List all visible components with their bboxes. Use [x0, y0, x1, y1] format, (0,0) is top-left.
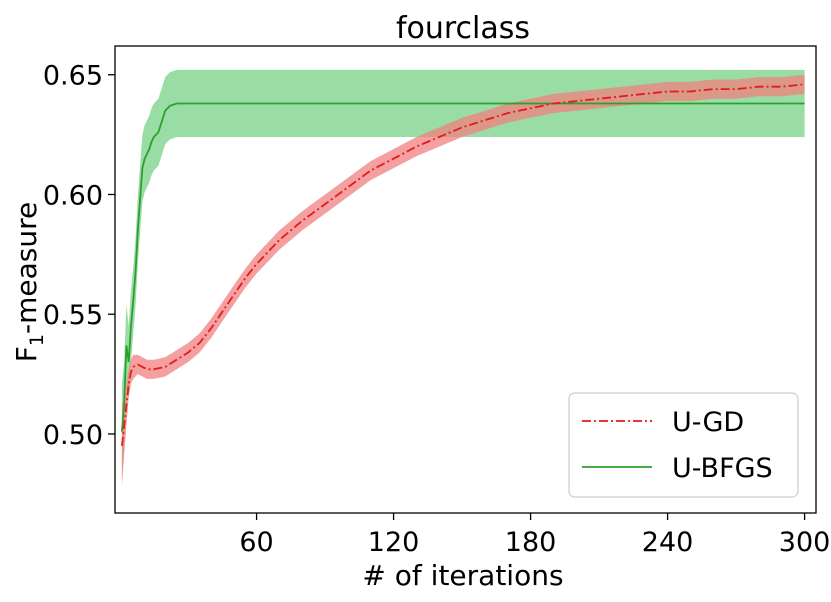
x-tick-label: 120: [368, 527, 420, 558]
y-axis-label-rest: -measure: [10, 202, 43, 334]
chart-title: fourclass: [396, 11, 530, 46]
y-axis-label: F1-measure: [10, 202, 48, 362]
x-axis: 60 120 180 240 300: [239, 513, 830, 558]
legend-label-ugd: U-GD: [672, 407, 744, 438]
band-ubfgs: [121, 69, 805, 480]
plot-area: [121, 69, 805, 487]
y-axis-label-main: F: [10, 346, 43, 362]
y-tick-label: 0.50: [43, 420, 103, 451]
x-axis-label: # of iterations: [362, 559, 563, 592]
legend-label-ubfgs: U-BFGS: [672, 453, 773, 484]
y-axis: 0.50 0.55 0.60 0.65: [43, 61, 115, 451]
x-tick-label: 240: [642, 527, 694, 558]
legend-box: [568, 392, 799, 498]
line-ubfgs: [121, 102, 805, 432]
x-tick-label: 60: [239, 527, 273, 558]
line-ugd: [121, 83, 805, 447]
x-tick-label: 300: [779, 527, 831, 558]
y-axis-label-subscript: 1: [26, 334, 48, 346]
y-tick-label: 0.60: [43, 180, 103, 211]
axes-frame: [114, 45, 817, 514]
x-tick-label: 180: [505, 527, 557, 558]
legend: U-GD U-BFGS: [568, 392, 799, 498]
y-tick-label: 0.55: [43, 300, 103, 331]
y-tick-label: 0.65: [43, 61, 103, 92]
